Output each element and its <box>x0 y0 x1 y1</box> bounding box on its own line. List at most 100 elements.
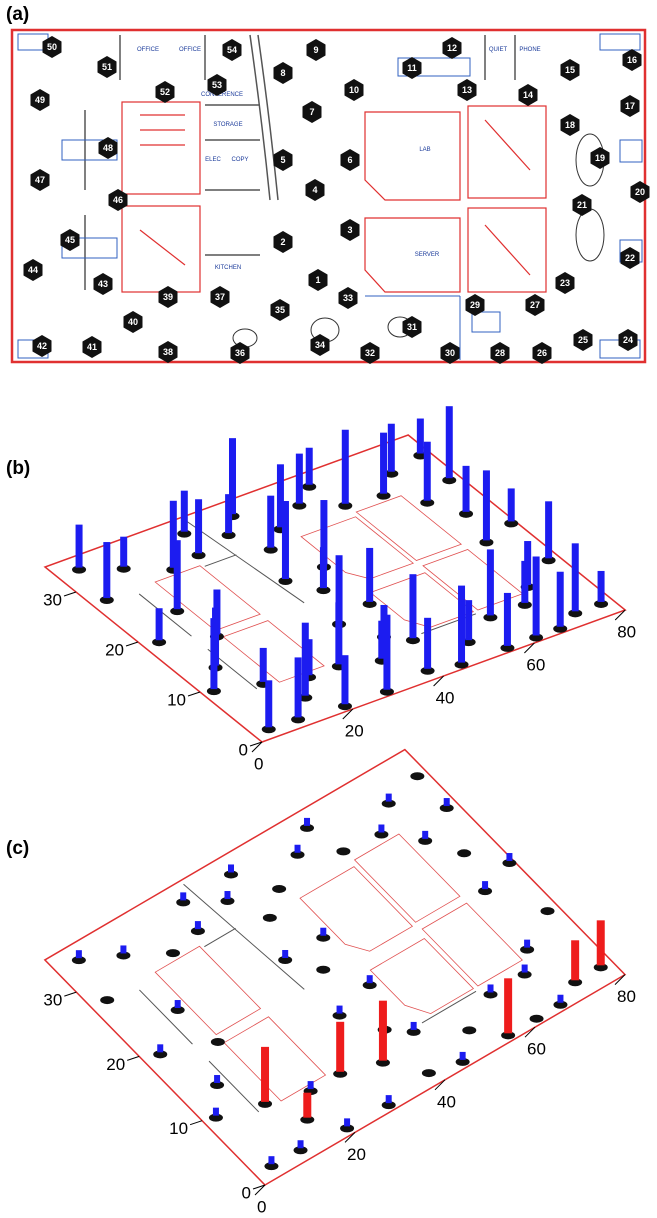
x-tick <box>434 1079 446 1091</box>
node-label: 41 <box>87 342 97 352</box>
reading-bar <box>504 978 513 1034</box>
node-marker <box>338 287 358 309</box>
sensor-glyph <box>406 1027 421 1036</box>
node-marker <box>590 147 610 169</box>
x-tick <box>614 609 626 621</box>
reading-bar <box>307 1081 314 1090</box>
sensor-node: 13 <box>457 79 477 101</box>
node-marker <box>108 189 128 211</box>
sensor-glyph <box>100 996 115 1005</box>
node-label: 2 <box>280 237 285 247</box>
node-marker <box>555 272 575 294</box>
reading-bar <box>212 1107 219 1116</box>
reading-bar <box>344 1118 351 1127</box>
sensor-node: 40 <box>123 311 143 333</box>
node-label: 44 <box>28 265 38 275</box>
sensor-glyph <box>290 850 305 859</box>
sensor-glyph <box>374 830 389 839</box>
sensor-glyph <box>457 849 472 858</box>
sensor-glyph <box>381 799 396 808</box>
room-label: OFFICE <box>137 47 159 53</box>
node-label: 39 <box>163 292 173 302</box>
sensor-node: 25 <box>573 329 593 351</box>
sensor-glyph <box>529 1014 544 1023</box>
sensor-node: 44 <box>23 259 43 281</box>
sensor-node: 3 <box>340 219 360 241</box>
node-label: 34 <box>315 340 325 350</box>
reading-bar <box>229 438 237 515</box>
node-marker <box>622 49 642 71</box>
node-label: 7 <box>309 107 314 117</box>
node-marker <box>97 56 117 78</box>
reading-bar <box>556 571 564 627</box>
node-marker <box>306 39 326 61</box>
reading-bar <box>214 1075 221 1084</box>
y-tick-label: 10 <box>169 1119 188 1138</box>
sensor-node: 27 <box>525 294 545 316</box>
sensor-glyph <box>262 913 277 922</box>
reading-bar <box>301 622 309 696</box>
y-tick <box>127 1055 140 1061</box>
sensor-node: 35 <box>270 299 290 321</box>
node-label: 3 <box>347 225 352 235</box>
sensor-node: 37 <box>210 286 230 308</box>
node-marker <box>158 286 178 308</box>
reading-bar <box>120 536 128 567</box>
floor-room <box>369 937 475 1015</box>
sensor-node: 33 <box>338 287 358 309</box>
sensor-node: 4 <box>305 179 325 201</box>
sensor-node: 29 <box>465 294 485 316</box>
y-tick-label: 30 <box>43 991 62 1010</box>
reading-bar <box>423 441 431 501</box>
sensor-node: 36 <box>230 342 250 364</box>
sensor-node: 21 <box>572 194 592 216</box>
node-marker <box>270 299 290 321</box>
sensor-glyph <box>421 1069 436 1078</box>
node-label: 19 <box>595 153 605 163</box>
y-tick <box>252 1184 266 1190</box>
reading-bar <box>224 891 231 900</box>
sensor-glyph <box>272 884 287 893</box>
node-label: 10 <box>349 85 359 95</box>
reading-bar <box>155 608 163 641</box>
node-marker <box>302 101 322 123</box>
node-marker <box>310 334 330 356</box>
sensor-glyph <box>462 1026 477 1035</box>
y-tick <box>63 591 77 597</box>
x-tick-label: 80 <box>617 623 636 642</box>
reading-bar <box>259 647 267 682</box>
floor-wall <box>204 554 237 567</box>
sensor-node: 17 <box>620 95 640 117</box>
reading-bar <box>157 1044 164 1053</box>
reading-bar <box>482 470 490 541</box>
room-label: QUIET <box>489 47 508 53</box>
reading-bar <box>75 950 82 959</box>
x-tick <box>254 1184 266 1196</box>
reading-bar <box>410 1021 417 1030</box>
node-marker <box>560 59 580 81</box>
floor-plan <box>10 28 647 364</box>
reading-bar <box>532 556 540 636</box>
sensor-node: 42 <box>32 335 52 357</box>
node-marker <box>23 259 43 281</box>
sensor-node: 19 <box>590 147 610 169</box>
node-marker <box>60 229 80 251</box>
reading-bar <box>180 892 187 901</box>
node-marker <box>573 329 593 351</box>
node-marker <box>222 39 242 61</box>
node-label: 25 <box>578 335 588 345</box>
floor-room <box>154 565 261 631</box>
node-marker <box>490 342 510 364</box>
node-marker <box>30 169 50 191</box>
node-marker <box>518 84 538 106</box>
node-label: 26 <box>537 348 547 358</box>
y-tick <box>249 741 263 747</box>
floor-wall <box>421 990 477 1024</box>
node-marker <box>273 149 293 171</box>
node-marker <box>93 273 113 295</box>
sensor-glyph <box>362 981 377 990</box>
reading-bar <box>571 940 580 981</box>
reading-bar <box>465 600 473 641</box>
reading-bar <box>169 500 177 568</box>
